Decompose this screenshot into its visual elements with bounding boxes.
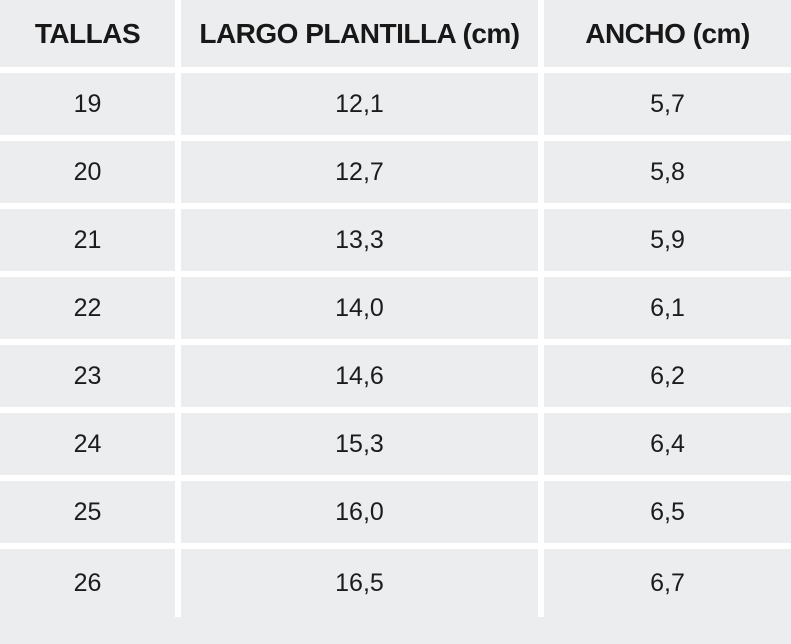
cell-tallas: 23 <box>0 345 175 407</box>
cell-largo-plantilla: 14,6 <box>181 345 538 407</box>
cell-largo-plantilla: 12,7 <box>181 141 538 203</box>
cell-tallas: 20 <box>0 141 175 203</box>
column-header-largo-plantilla: LARGO PLANTILLA (cm) <box>181 0 538 67</box>
cell-largo-plantilla: 13,3 <box>181 209 538 271</box>
cell-tallas: 22 <box>0 277 175 339</box>
size-chart-table: TALLAS LARGO PLANTILLA (cm) ANCHO (cm) 19 12… <box>0 0 791 617</box>
cell-tallas: 25 <box>0 481 175 543</box>
cell-ancho: 5,7 <box>544 73 791 135</box>
column-header-ancho: ANCHO (cm) <box>544 0 791 67</box>
cell-tallas: 26 <box>0 549 175 617</box>
bottom-background-strip <box>0 617 791 644</box>
cell-ancho: 6,2 <box>544 345 791 407</box>
cell-tallas: 19 <box>0 73 175 135</box>
cell-ancho: 6,4 <box>544 413 791 475</box>
cell-tallas: 21 <box>0 209 175 271</box>
column-header-tallas: TALLAS <box>0 0 175 67</box>
cell-largo-plantilla: 16,0 <box>181 481 538 543</box>
cell-tallas: 24 <box>0 413 175 475</box>
cell-largo-plantilla: 14,0 <box>181 277 538 339</box>
cell-ancho: 6,5 <box>544 481 791 543</box>
cell-largo-plantilla: 16,5 <box>181 549 538 617</box>
cell-ancho: 6,1 <box>544 277 791 339</box>
cell-ancho: 5,9 <box>544 209 791 271</box>
cell-ancho: 6,7 <box>544 549 791 617</box>
cell-largo-plantilla: 12,1 <box>181 73 538 135</box>
cell-ancho: 5,8 <box>544 141 791 203</box>
cell-largo-plantilla: 15,3 <box>181 413 538 475</box>
